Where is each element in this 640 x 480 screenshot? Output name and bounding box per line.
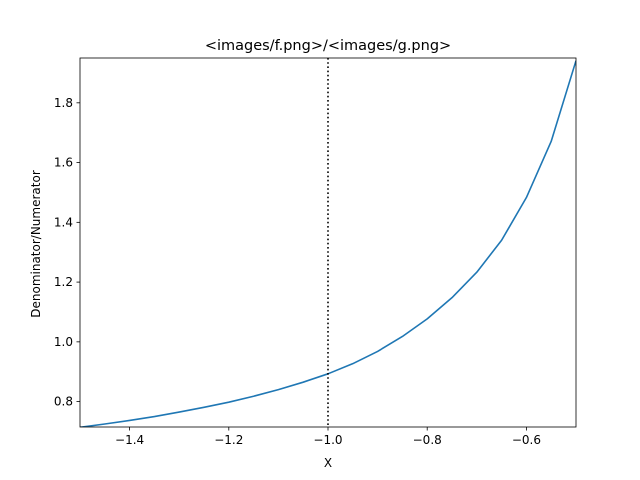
x-tick-label: −1.0 xyxy=(313,433,342,447)
y-tick-label: 1.8 xyxy=(54,96,73,110)
chart-title: <images/f.png>/<images/g.png> xyxy=(205,38,451,54)
y-axis-label: Denominator/Numerator xyxy=(29,170,43,318)
x-tick-label: −0.6 xyxy=(512,433,541,447)
x-tick-label: −0.8 xyxy=(413,433,442,447)
axes: −1.4 −1.2 −1.0 −0.8 −0.6 0.8 1.0 1.2 1.4 1.6 1.8 xyxy=(54,57,577,447)
y-tick-label: 0.8 xyxy=(54,395,73,409)
y-tick-label: 1.0 xyxy=(54,335,73,349)
x-tick-label: −1.2 xyxy=(214,433,243,447)
y-tick-label: 1.6 xyxy=(54,156,73,170)
y-tick-label: 1.4 xyxy=(54,215,73,229)
plot-area xyxy=(80,58,576,427)
y-tick-label: 1.2 xyxy=(54,275,73,289)
x-tick-label: −1.4 xyxy=(115,433,144,447)
x-axis-label: X xyxy=(324,456,332,470)
